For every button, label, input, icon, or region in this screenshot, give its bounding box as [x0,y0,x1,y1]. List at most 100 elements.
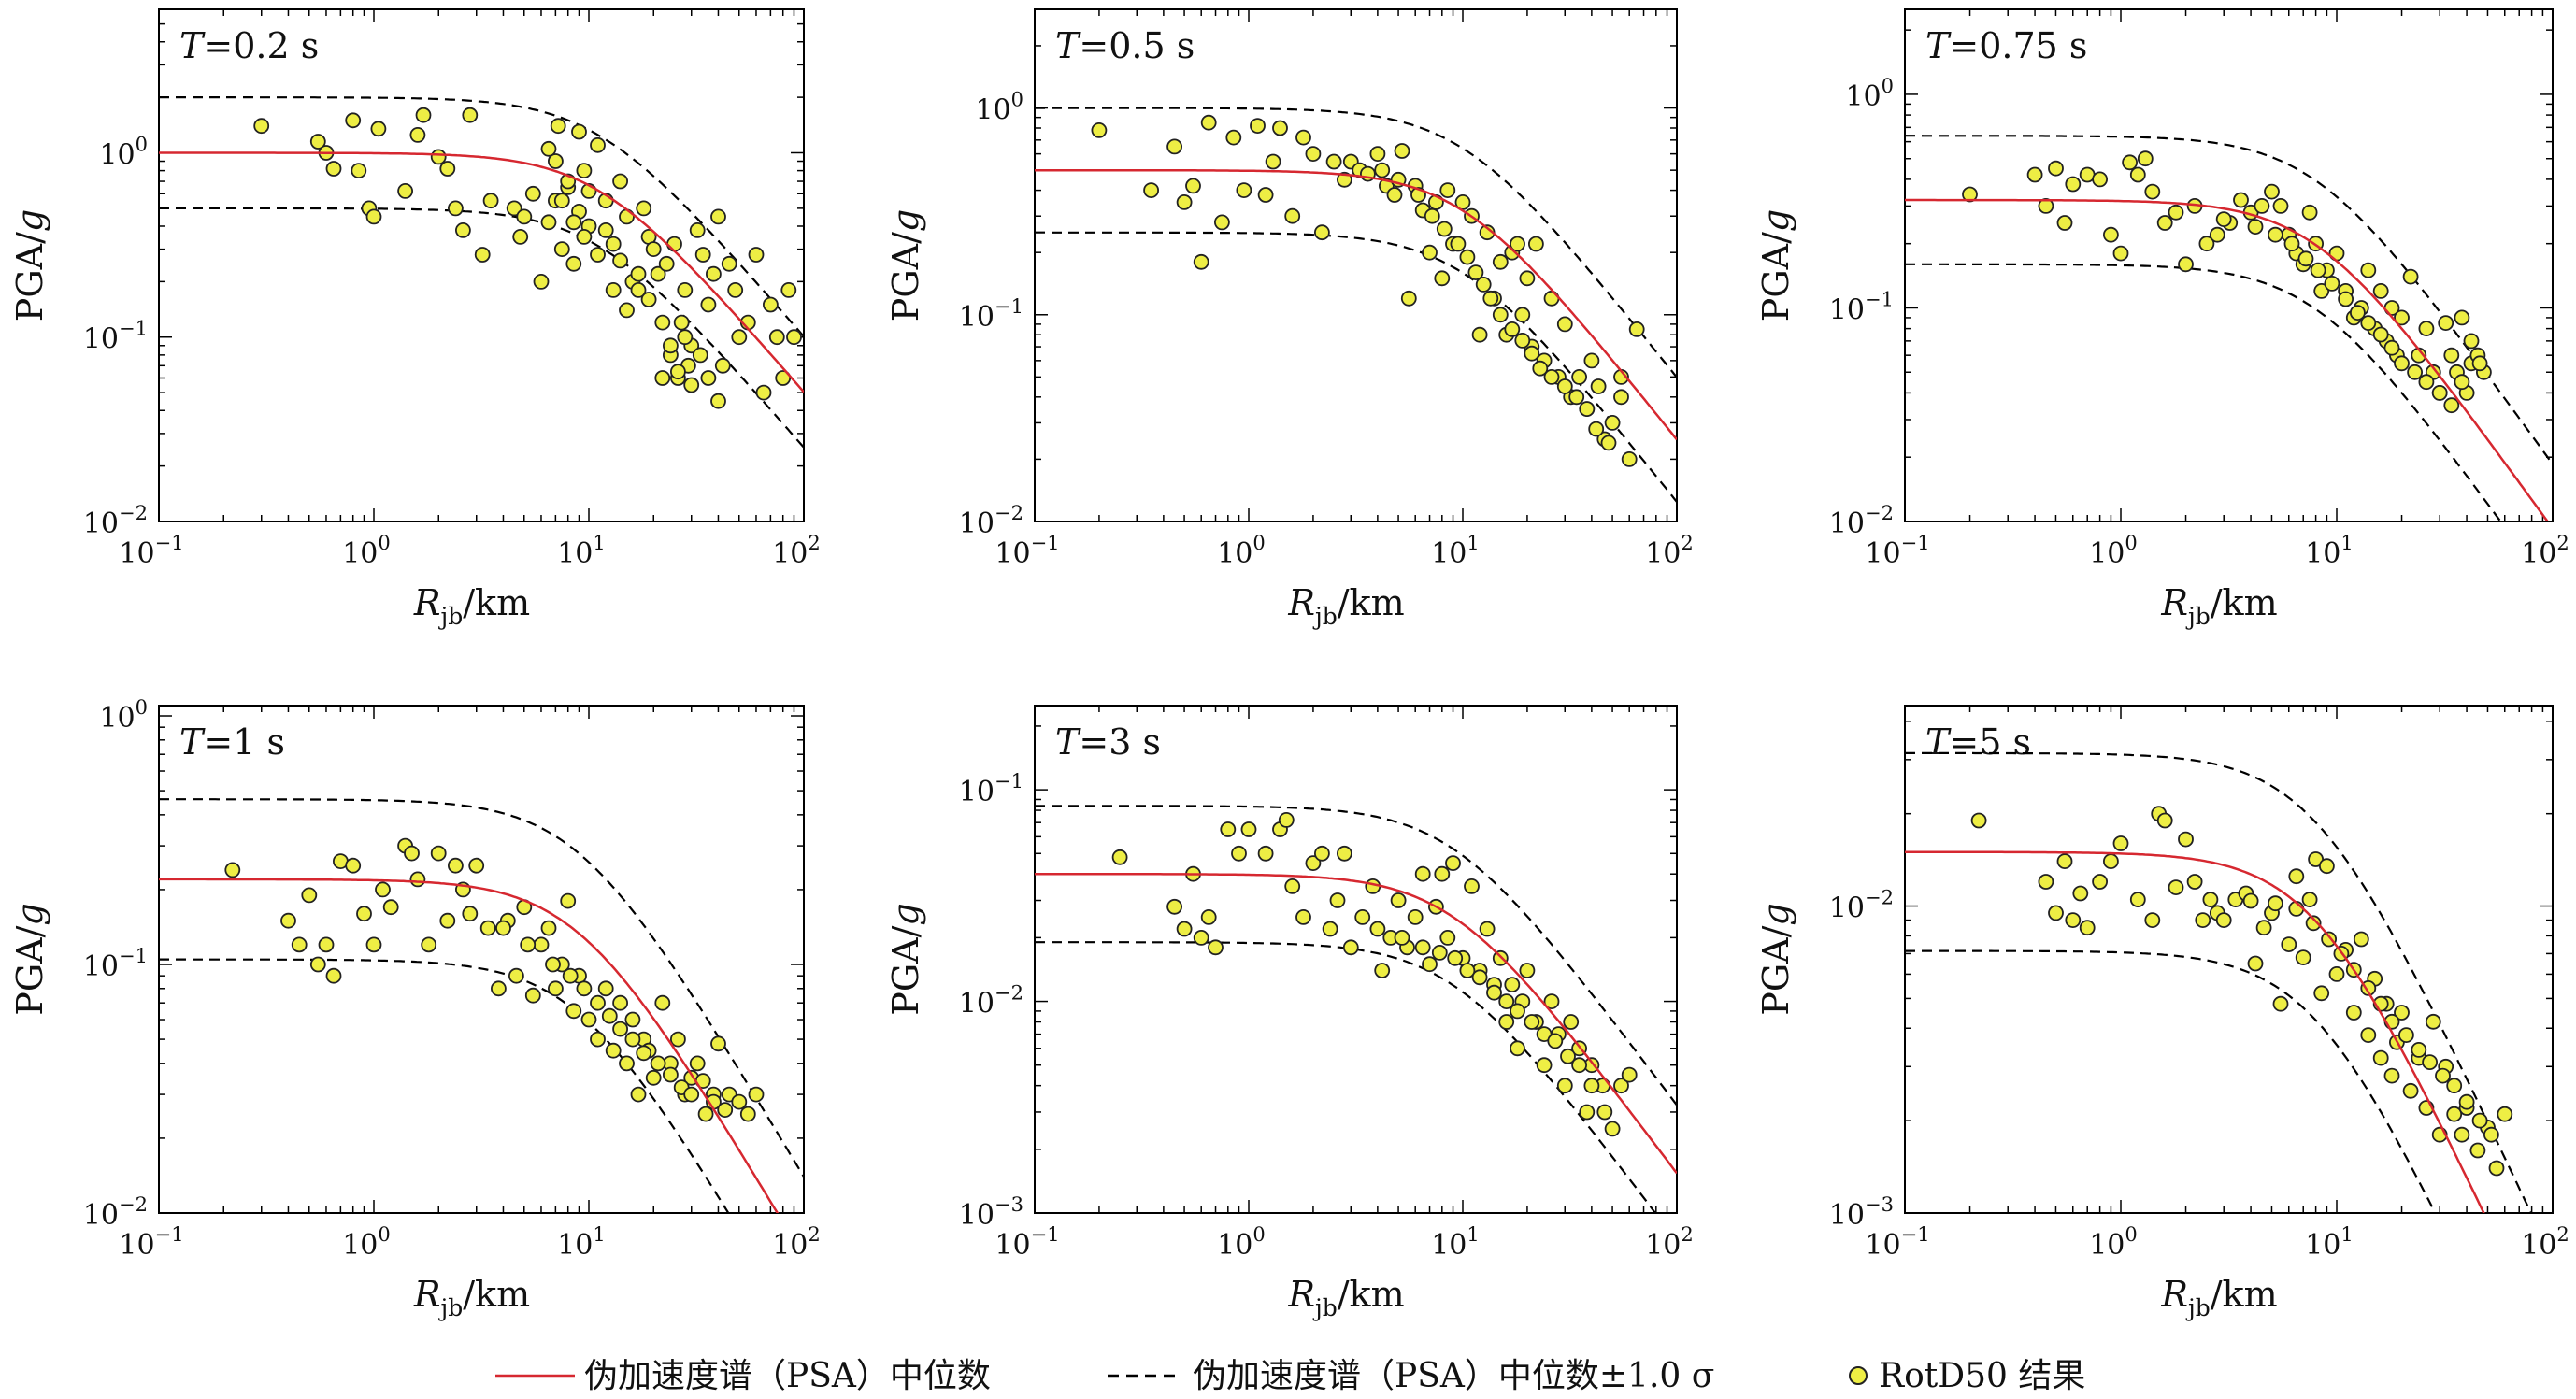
data-point [612,252,628,269]
data-point [533,273,550,290]
data-point [1436,221,1453,237]
data-point [351,163,367,179]
data-point [2313,985,2330,1002]
data-point [624,1011,641,1028]
data-point [1479,921,1496,937]
data-point [1498,993,1515,1009]
data-point [2178,831,2194,848]
data-point [1314,224,1330,241]
data-point [1536,1026,1553,1042]
data-point [2435,1067,2451,1084]
median-curve [1035,168,1677,441]
x-tick-label: 102 [772,532,821,570]
data-point [2353,931,2369,948]
data-point [683,377,700,393]
data-point [1524,345,1540,362]
panel-title: T=0.75 s [1925,25,2087,66]
panel-5: 10−1 100 101 102 10−3 10−2 10−1 Rjb/km PGA/g T=3 … [885,705,1694,1321]
data-point [755,384,772,401]
data-point [224,862,241,878]
panel-2: 10−1 100 101 10210−210−1100Rjb/kmPGA/gT=0.5… [885,8,1694,630]
data-point [1492,949,1509,966]
data-point [1471,969,1488,986]
data-point [1560,1048,1576,1064]
data-point [2168,204,2184,221]
data-point [1374,963,1391,978]
data-point [1563,1014,1580,1030]
panel-title: T=0.2 s [179,25,319,66]
data-point [560,892,577,909]
data-point [447,857,464,874]
data-point [1482,290,1499,307]
data-point [624,1031,641,1048]
legend-point-marker [1849,1366,1868,1385]
data-point [700,296,717,313]
data-point [548,980,564,997]
data-point [454,221,471,238]
data-point [345,112,362,129]
data-point [597,980,614,997]
data-point [1390,892,1407,908]
data-point [1337,845,1352,862]
x-tick-label: 102 [2521,1223,2569,1262]
data-point [2483,1126,2499,1143]
plot-frame [158,8,805,522]
data-point [1571,1057,1587,1074]
data-point [309,134,326,150]
data-point [700,370,717,386]
data-point [1414,939,1431,956]
data-point [2324,275,2340,292]
data-point [612,1021,628,1037]
data-point [590,136,606,153]
data-point [2137,150,2154,167]
data-point [630,281,647,298]
data-point [1459,963,1476,978]
data-point [1431,945,1448,961]
y-axis-label: PGA/g [1755,903,1796,1016]
data-point [605,1042,622,1059]
y-tick-label: 10−2 [959,982,1023,1021]
panel-title: T=5 s [1925,721,2031,763]
y-tick-label: 10−1 [83,318,148,356]
panel-6: 10−1 100 101 102 10−3 10−2 Rjb/km PGA/g T=5 s [1755,705,2569,1321]
median-curve [1905,198,2550,521]
data-point [1091,121,1108,138]
y-axis-label: PGA/g [885,209,926,322]
data-point [2318,858,2335,875]
data-point [474,247,491,263]
data-point [409,871,426,888]
data-point [2112,835,2129,851]
data-point [365,208,382,225]
data-point [590,247,606,263]
data-point [2156,812,2173,829]
data-point [1329,892,1346,908]
data-point [612,994,628,1011]
data-point [2431,384,2448,401]
data-point [2438,315,2454,332]
data-point [636,200,652,217]
data-point [2321,931,2338,948]
data-point [650,265,666,282]
data-point [727,281,744,298]
data-point [1400,290,1417,307]
data-point [2195,912,2211,928]
data-point [409,126,426,143]
plot-frame [1034,705,1678,1214]
data-point [2186,874,2203,890]
data-point [1568,389,1585,406]
y-axis-label: PGA/g [885,903,926,1016]
data-point [1166,138,1182,155]
sigma-lower-curve [1035,941,1657,1213]
data-point [1295,909,1311,925]
data-point [1374,162,1391,178]
data-point [565,255,582,272]
panel-3: 10−1 100 101 10210−210−1100Rjb/kmPGA/gT=0.7… [1755,8,2569,630]
data-point [1492,307,1509,323]
data-point [1524,1014,1540,1030]
data-point [2102,853,2119,869]
data-point [1369,921,1386,937]
data-point [2129,166,2146,183]
data-point [721,255,737,272]
data-point [1588,421,1605,437]
data-point [576,228,593,245]
